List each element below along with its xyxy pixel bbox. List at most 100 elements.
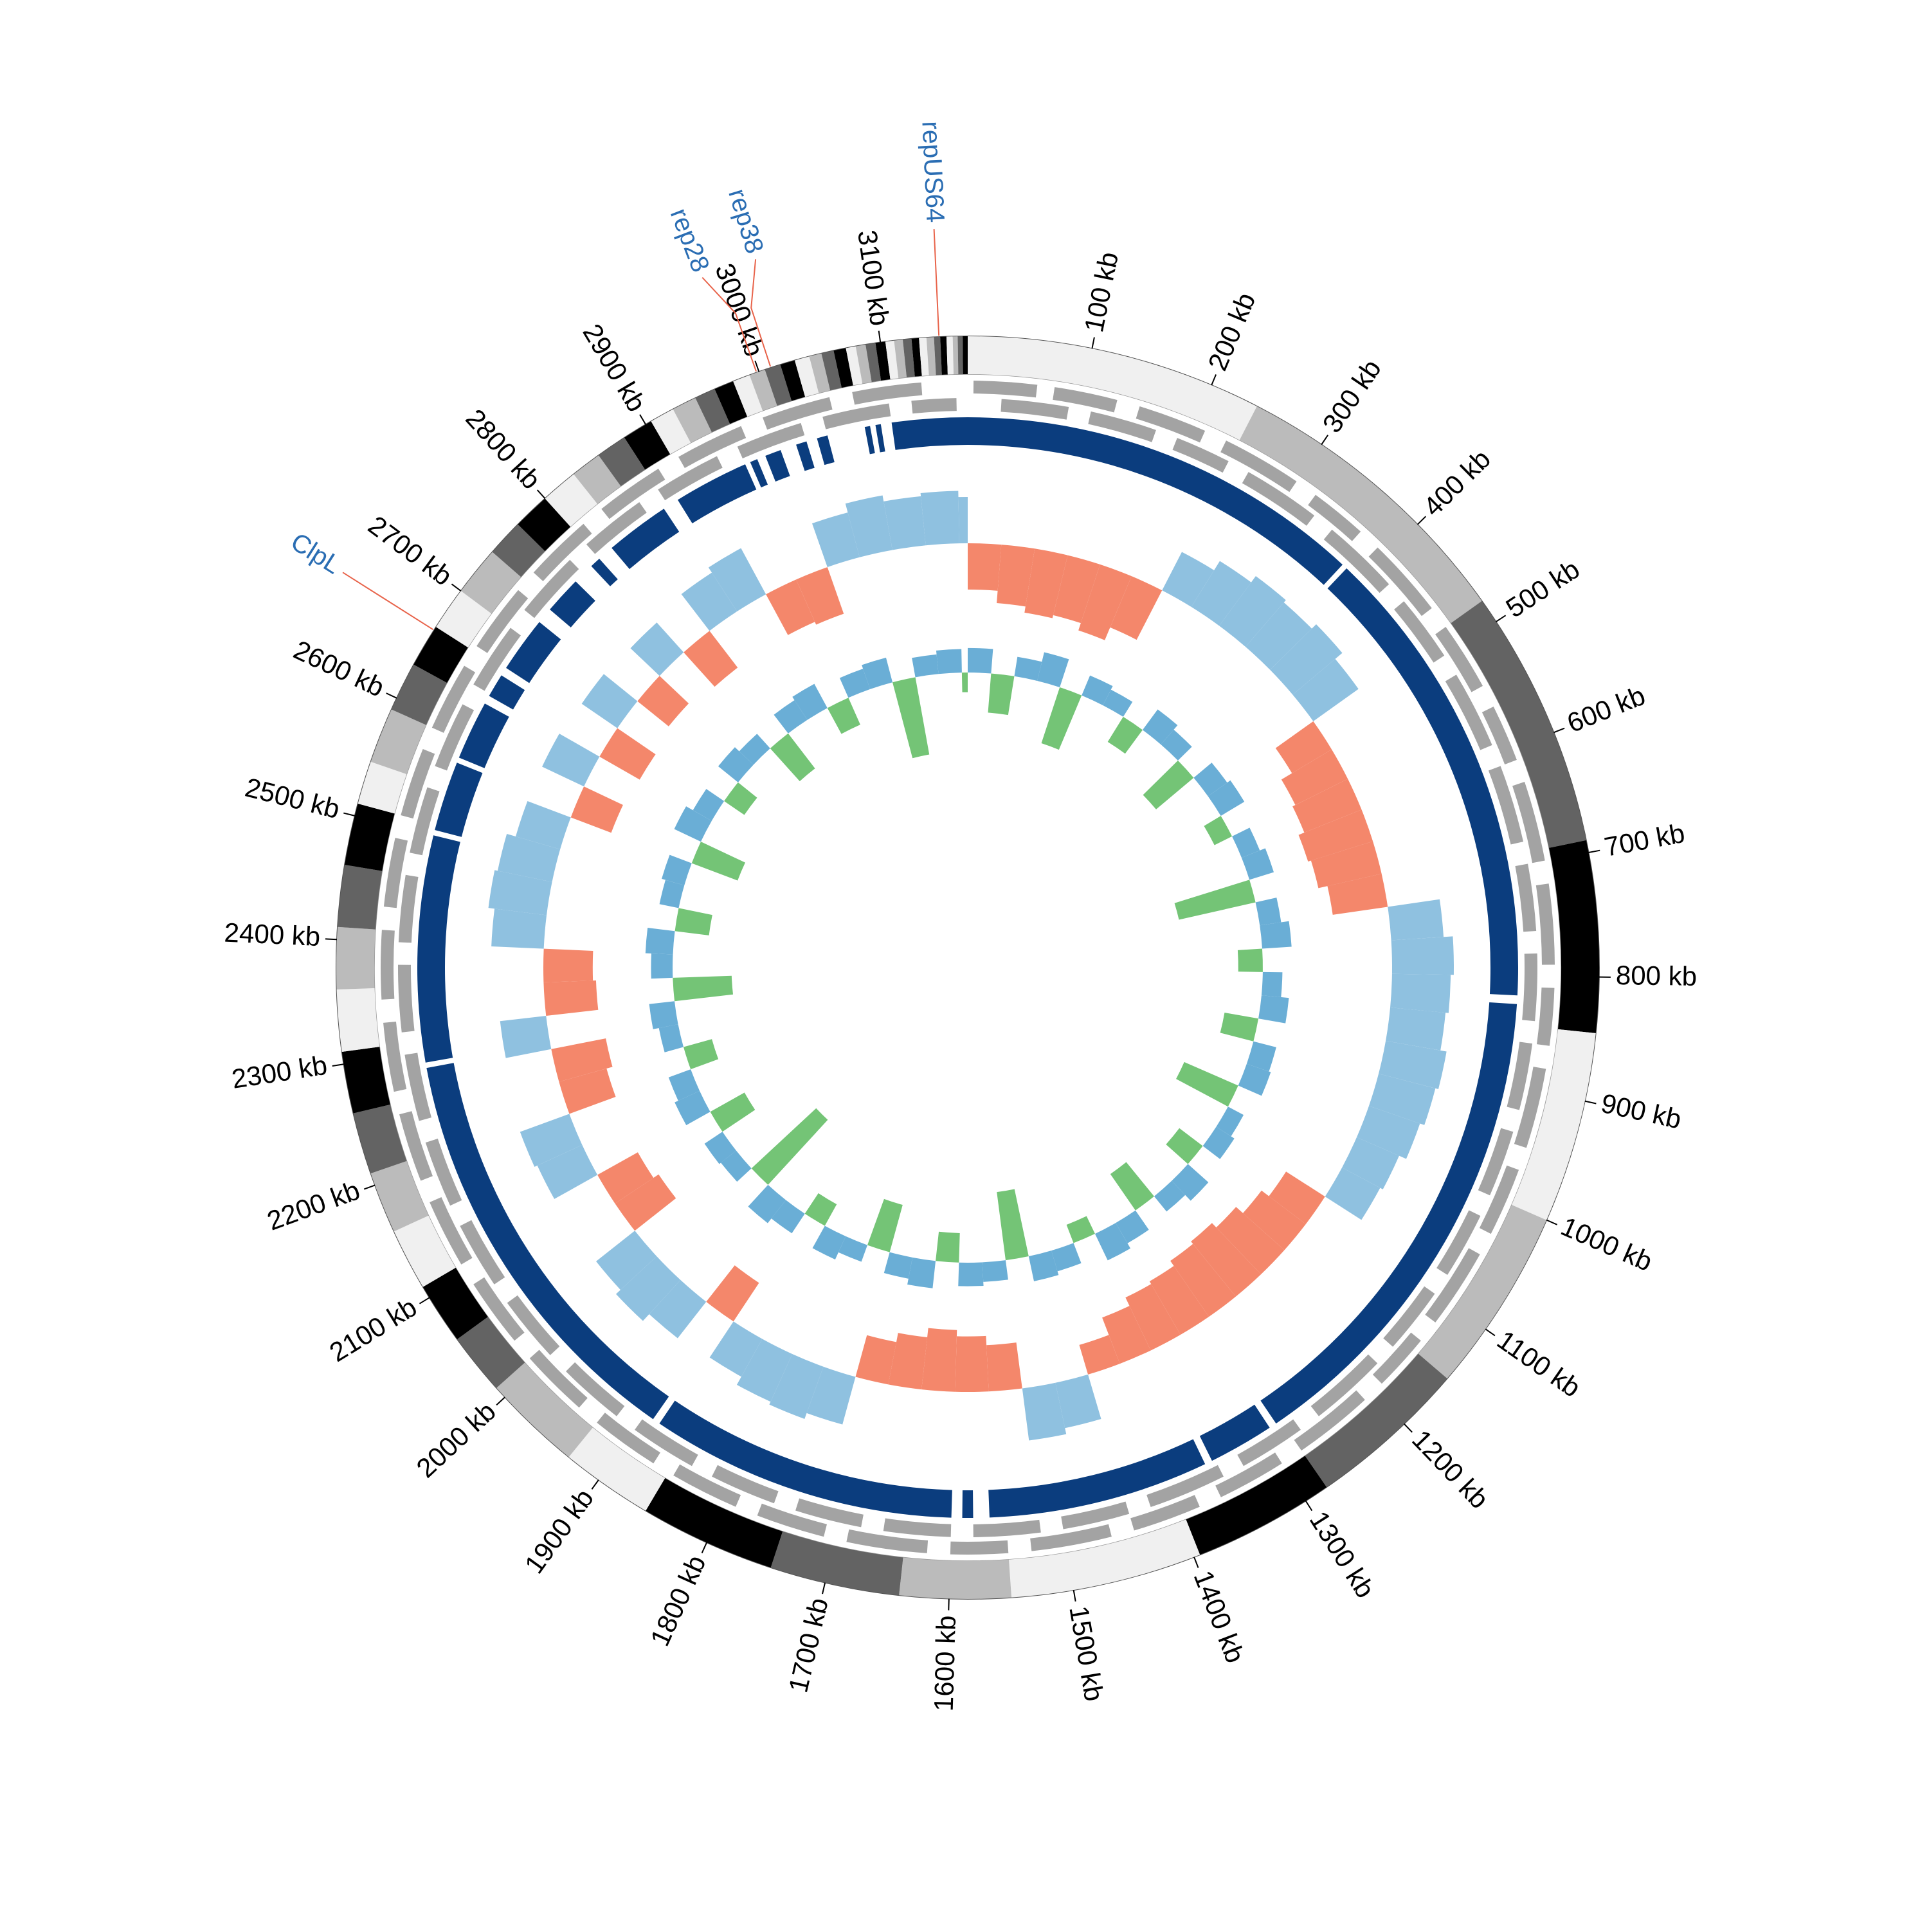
- contig: [338, 865, 382, 929]
- alignment-block: [765, 450, 790, 482]
- x-tick-label: 1100 kb: [1492, 1324, 1586, 1403]
- gc-bar: [711, 1092, 756, 1132]
- tick-mark: [640, 415, 646, 424]
- gc-bar: [752, 1108, 828, 1185]
- skew-bar: [986, 1342, 1022, 1391]
- skew-bar: [491, 908, 547, 948]
- gene: [399, 875, 419, 943]
- tick-mark: [948, 1599, 949, 1611]
- x-tick-label: 1600 kb: [928, 1615, 961, 1712]
- gc-bar: [1262, 972, 1283, 997]
- tick-mark: [1404, 1424, 1412, 1432]
- x-tick-label: 200 kb: [1202, 288, 1261, 374]
- gc-bar: [651, 953, 673, 979]
- tick-mark: [592, 1480, 599, 1490]
- x-tick-label: 1400 kb: [1188, 1566, 1251, 1666]
- gc-bar: [692, 842, 745, 880]
- gc-bar: [828, 698, 860, 734]
- gene: [950, 1540, 1008, 1555]
- skew-bar: [921, 491, 959, 546]
- skew-bar: [684, 631, 738, 687]
- skew-bar: [888, 1333, 927, 1389]
- annotation-label: repUS64: [916, 120, 949, 223]
- skew-bar: [637, 676, 689, 727]
- gc-bar: [892, 677, 929, 758]
- x-tick-label: 800 kb: [1616, 960, 1698, 991]
- gc-bar: [1238, 948, 1263, 971]
- tick-mark: [702, 1542, 707, 1553]
- gene: [1515, 863, 1536, 932]
- gc-bar: [770, 734, 815, 781]
- gc-bar: [968, 648, 993, 674]
- x-tick-label: 3000 kb: [709, 260, 770, 361]
- gene: [381, 930, 395, 1000]
- tick-mark: [386, 693, 397, 698]
- skew-bar: [582, 674, 638, 728]
- tick-mark: [538, 490, 545, 498]
- skew-bar: [500, 1016, 552, 1058]
- contig: [342, 1047, 390, 1114]
- x-tick-label: 2600 kb: [289, 635, 389, 703]
- x-tick-label: 300 kb: [1316, 354, 1387, 438]
- tick-mark: [332, 1064, 344, 1066]
- gc-bar: [1108, 717, 1143, 754]
- gc-bar: [936, 649, 962, 674]
- x-tick-label: 3100 kb: [852, 228, 895, 328]
- skew-bar: [543, 980, 598, 1016]
- annotation-label: rep28: [665, 204, 715, 276]
- gc-bar: [1037, 652, 1069, 687]
- contig: [957, 336, 963, 374]
- gc-bar: [673, 976, 733, 1001]
- skew-bar: [706, 1265, 759, 1321]
- contig: [337, 988, 380, 1052]
- gc-bar: [867, 1199, 903, 1252]
- tick-mark: [1546, 1220, 1557, 1225]
- gc-bar: [1258, 995, 1289, 1023]
- x-tick-label: 1200 kb: [1406, 1424, 1494, 1515]
- gc-bar: [962, 673, 968, 692]
- tick-mark: [1585, 1101, 1597, 1104]
- gc-bar: [805, 1193, 837, 1226]
- alignment-block: [865, 426, 875, 455]
- gc-bar: [1204, 816, 1232, 845]
- gc-bar: [684, 1039, 718, 1069]
- x-tick-label: 1300 kb: [1304, 1506, 1381, 1603]
- contig: [963, 336, 968, 374]
- x-tick-label: 600 kb: [1562, 680, 1649, 739]
- gene: [974, 381, 1037, 397]
- alignment-block: [796, 442, 815, 471]
- x-tick-label: 2100 kb: [324, 1292, 422, 1368]
- x-tick-label: 900 kb: [1598, 1088, 1684, 1135]
- gene: [404, 1053, 431, 1121]
- contig: [953, 336, 959, 374]
- skew-bar: [571, 786, 623, 833]
- gc-bar: [646, 928, 675, 955]
- gene: [1537, 988, 1554, 1046]
- gc-bar: [912, 655, 938, 677]
- contig: [336, 927, 376, 989]
- gc-bar: [813, 1226, 846, 1259]
- x-tick-label: 400 kb: [1417, 444, 1496, 522]
- tick-mark: [1074, 1590, 1076, 1602]
- tick-mark: [1194, 1557, 1198, 1568]
- x-tick-label: 1000 kb: [1557, 1211, 1657, 1277]
- skew-bar: [1391, 936, 1454, 975]
- tick-mark: [1321, 435, 1328, 445]
- skew-bar: [968, 543, 1001, 591]
- x-tick-label: 2400 kb: [224, 917, 321, 952]
- alignment-block: [892, 417, 968, 450]
- x-tick-label: 2300 kb: [230, 1050, 329, 1094]
- tick-mark: [1418, 516, 1426, 525]
- gene: [911, 398, 956, 413]
- alignment-block: [489, 675, 525, 709]
- gc-bar: [958, 1262, 983, 1286]
- skew-bar: [955, 1336, 988, 1392]
- gc-bar: [724, 782, 757, 815]
- alignment-block: [417, 835, 460, 1063]
- tick-mark: [1485, 1329, 1495, 1335]
- x-tick-label: 100 kb: [1078, 249, 1124, 335]
- gene: [398, 965, 415, 1033]
- x-tick-label: 2200 kb: [263, 1175, 364, 1236]
- x-tick-label: 2500 kb: [242, 772, 343, 825]
